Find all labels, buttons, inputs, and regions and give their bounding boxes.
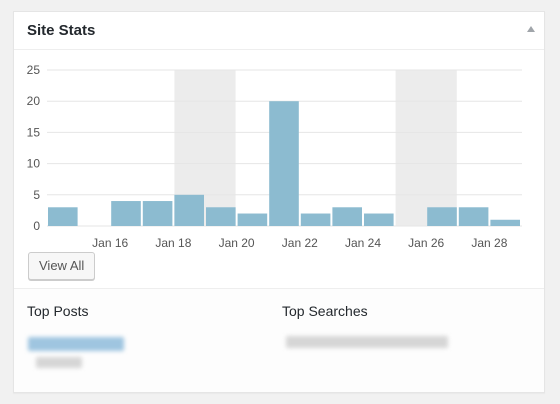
y-tick-label: 10 [27,157,41,171]
bar [206,207,236,226]
x-tick-label: Jan 18 [155,236,191,250]
top-lists-section: Top Posts Top Searches [14,288,544,392]
x-tick-label: Jan 28 [471,236,507,250]
bar [111,201,141,226]
x-tick-label: Jan 16 [92,236,128,250]
bar [269,101,299,226]
top-post-link[interactable] [28,337,124,351]
y-tick-label: 25 [27,63,41,77]
bar [332,207,362,226]
y-tick-label: 20 [27,94,41,108]
bar [458,207,489,226]
x-tick-label: Jan 22 [282,236,318,250]
x-tick-label: Jan 24 [345,236,381,250]
widget-header: Site Stats [14,12,544,50]
bar [427,207,457,226]
top-posts-column: Top Posts [27,303,88,319]
top-post-views [36,357,82,368]
bar [300,213,331,226]
site-stats-widget: Site Stats 0 5 10 15 20 25 Jan 16 Jan 18 Jan 20 J… [13,11,545,393]
bar [174,194,204,226]
top-search-term [286,336,448,348]
triangle-up-icon[interactable] [527,26,535,32]
bar [364,213,394,226]
bar [237,213,268,226]
top-searches-title: Top Searches [282,303,368,319]
widget-title: Site Stats [27,22,96,39]
view-all-button[interactable]: View All [28,252,96,280]
top-posts-title: Top Posts [27,303,89,319]
top-searches-column: Top Searches [282,303,368,319]
bar [490,219,520,226]
weekend-band [395,70,457,226]
bar [48,207,78,226]
y-tick-label: 5 [33,188,40,202]
bar [142,201,173,226]
x-tick-label: Jan 20 [219,236,255,250]
stats-chart: 0 5 10 15 20 25 Jan 16 Jan 18 Jan 20 Jan 22 Jan 24… [27,63,522,250]
y-tick-label: 0 [33,219,40,233]
y-tick-label: 15 [27,125,41,139]
x-tick-label: Jan 26 [408,236,444,250]
